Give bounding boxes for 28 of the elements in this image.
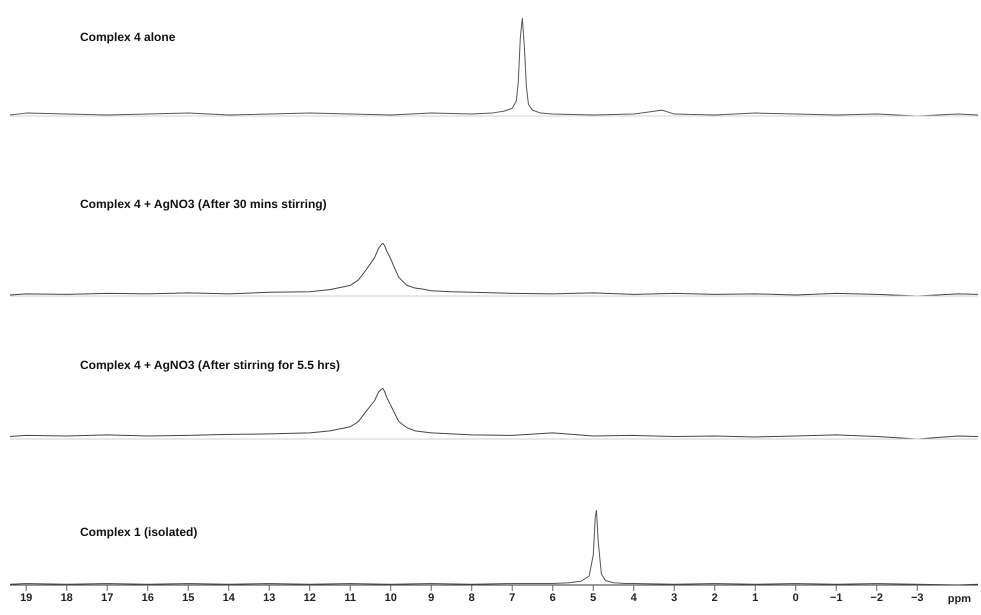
x-tick-label: 15 [182,592,194,604]
x-tick-label: 4 [630,592,638,604]
x-tick-label: 10 [384,592,397,604]
x-tick-label: 0 [792,592,799,604]
text: Complex 4 alone [80,30,176,44]
chart-title: Complex 4 + AgNO3 (After 30 mins stirring) [80,197,327,211]
x-axis-title: ppm [948,593,971,605]
x-tick-label: 16 [142,592,154,604]
x-tick-label: 8 [468,592,475,604]
x-tick-label: 12 [304,592,316,604]
x-tick-label: 14 [222,592,236,604]
text: Complex 1 (isolated) [80,525,198,539]
x-tick-label: 19 [20,592,32,604]
x-tick-label: −3 [910,592,924,604]
x-tick-label: 6 [550,592,556,604]
x-tick-label: 1 [752,592,758,604]
x-tick-label: 18 [60,592,73,604]
x-tick-label: 9 [428,592,434,604]
x-tick-label: 3 [671,592,678,604]
x-tick-label: −2 [870,592,884,604]
x-tick-label: 5 [590,592,596,604]
x-tick-label: 11 [344,592,356,604]
x-tick-label: 13 [263,592,276,604]
chart-title: Complex 4 + AgNO3 (After stirring for 5.5 hrs) [80,358,340,372]
x-tick-label: 2 [712,592,718,604]
x-tick-label: 7 [509,592,516,604]
x-tick-label: −1 [830,592,843,604]
x-tick-label: 17 [101,592,114,604]
